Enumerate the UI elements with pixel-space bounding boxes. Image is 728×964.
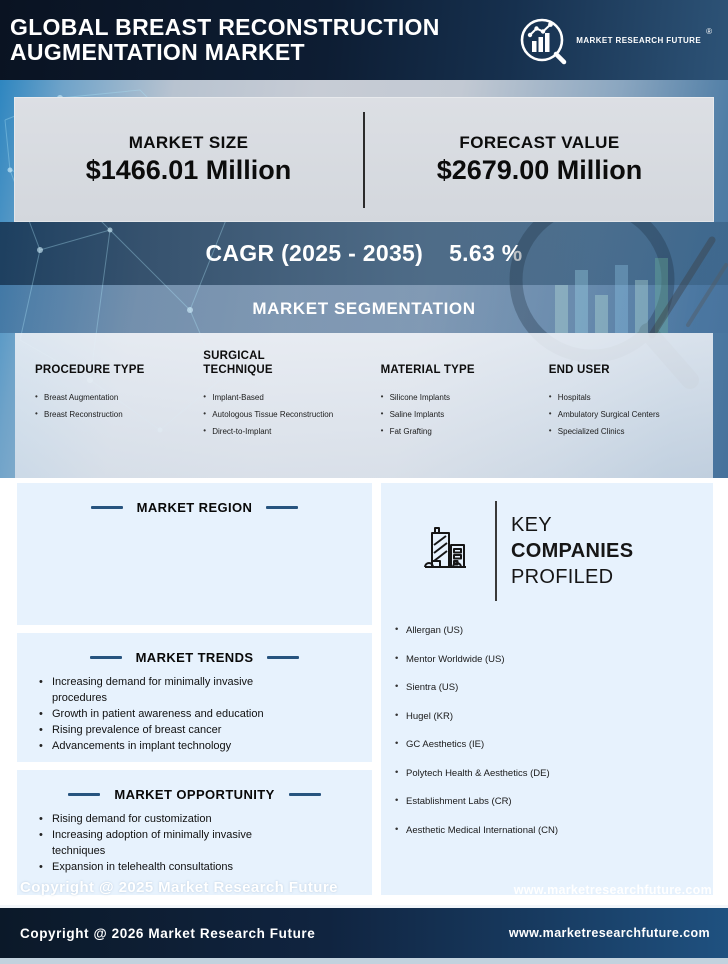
details-section: MARKET REGION MARKET TRENDS Increasing d… [0, 478, 728, 905]
dash-left [68, 793, 101, 796]
segmentation-title: MARKET SEGMENTATION [0, 285, 728, 333]
cagr-band: CAGR (2025 - 2035) 5.63 % [0, 222, 728, 285]
companies-title-divider [495, 501, 497, 601]
segmentation-column-procedure-type: PROCEDURE TYPE Breast AugmentationBreast… [25, 347, 193, 478]
bottom-strip [0, 958, 728, 964]
list-item: Silicone Implants [381, 392, 533, 402]
cagr-value: 5.63 % [449, 240, 523, 266]
key-companies-list: Allergan (US) Mentor Worldwide (US) Sientr… [395, 624, 713, 836]
footer: Copyright @ 2026 Market Research Future … [0, 905, 728, 958]
list-item: Saline Implants [381, 409, 533, 419]
overlay-copyright: Copyright @ 2025 Market Research Future [20, 879, 338, 896]
page-title: GLOBAL BREAST RECONSTRUCTION AUGMENTATIO… [10, 15, 440, 65]
market-opportunity-list: Rising demand for customizationIncreasin… [39, 812, 372, 875]
market-size-stat: MARKET SIZE $1466.01 Million [14, 133, 363, 186]
key-companies-header: KEY COMPANIES PROFILED [417, 501, 713, 601]
mrf-logo-label: MARKET RESEARCH FUTURE [576, 35, 702, 45]
market-region-title: MARKET REGION [136, 500, 253, 515]
segmentation-list: Implant-Based Autologous Tissue Reconstru… [203, 392, 364, 444]
segmentation-list: Silicone Implants Saline Implants Fat Graf… [381, 392, 533, 444]
list-item: Increasing demand for minimally invasive… [39, 675, 307, 706]
segmentation-column-material-type: MATERIAL TYPE Silicone Implants Saline Im… [371, 347, 539, 478]
mrf-logo-icon [520, 18, 567, 65]
list-item: Fat Grafting [381, 426, 533, 436]
building-icon [424, 527, 466, 568]
segmentation-panel: PROCEDURE TYPE Breast AugmentationBreast… [15, 333, 713, 478]
list-item: Polytech Health & Aesthetics (DE) [395, 767, 713, 779]
key-companies-title: KEY COMPANIES PROFILED [511, 512, 633, 590]
registered-trademark-icon: ® [706, 26, 712, 36]
footer-copyright: Copyright @ 2026 Market Research Future [20, 925, 316, 941]
market-trends-panel: MARKET TRENDS Increasing demand for mini… [17, 633, 372, 762]
list-item: Aesthetic Medical International (CN) [395, 824, 713, 836]
market-trends-title: MARKET TRENDS [135, 650, 254, 665]
stats-divider [363, 111, 365, 208]
list-item: Expansion in telehealth consultations [39, 860, 307, 876]
segmentation-column-surgical-technique: SURGICAL TECHNIQUE Implant-Based Autologo… [193, 347, 370, 478]
segmentation-list: Breast Augmentation Breast Reconstruction [35, 392, 187, 427]
header: GLOBAL BREAST RECONSTRUCTION AUGMENTATIO… [0, 0, 728, 82]
list-item: Specialized Clinics [549, 426, 701, 436]
segmentation-heading: MATERIAL TYPE [380, 364, 475, 376]
dash-left [89, 656, 122, 659]
list-item: Breast Augmentation [35, 392, 187, 402]
footer-website-link[interactable]: www.marketresearchfuture.com [508, 926, 710, 940]
segmentation-list: Hospitals Ambulatory Surgical Centers Spec… [549, 392, 701, 444]
key-companies-title-line3: PROFILED [511, 566, 614, 588]
hero-section: CAGR (2025 - 2035) 5.63 % MARKET SEGMENT… [0, 80, 728, 478]
key-companies-panel: KEY COMPANIES PROFILED Allergan (US) Ment… [381, 483, 713, 895]
list-item: Mentor Worldwide (US) [395, 653, 713, 665]
market-size-label: MARKET SIZE [128, 133, 249, 152]
forecast-value-stat: FORECAST VALUE $2679.00 Million [365, 133, 714, 186]
market-opportunity-title-row: MARKET OPPORTUNITY [17, 770, 372, 802]
segmentation-heading: PROCEDURE TYPE [35, 364, 145, 376]
stats-panel: MARKET SIZE $1466.01 Million FORECAST VA… [14, 97, 714, 222]
key-companies-title-line2: COMPANIES [511, 540, 634, 562]
list-item: Allergan (US) [395, 624, 713, 636]
list-item: Hugel (KR) [395, 710, 713, 722]
list-item: Rising prevalence of breast cancer [39, 723, 307, 739]
list-item: Breast Reconstruction [35, 409, 187, 419]
list-item: GC Aesthetics (IE) [395, 738, 713, 750]
market-trends-title-row: MARKET TRENDS [17, 633, 372, 665]
dash-left [90, 506, 123, 509]
forecast-value-label: FORECAST VALUE [459, 133, 620, 152]
market-region-panel: MARKET REGION [17, 483, 372, 625]
page-title-line1: GLOBAL BREAST RECONSTRUCTION [10, 14, 440, 40]
segmentation-heading: END USER [548, 364, 610, 376]
list-item: Advancements in implant technology [39, 739, 307, 755]
list-item: Increasing adoption of minimally invasiv… [39, 828, 307, 859]
mrf-logo[interactable]: MARKET RESEARCH FUTURE ® [517, 14, 714, 66]
list-item: Direct-to-Implant [203, 426, 364, 436]
list-item: Hospitals [549, 392, 701, 402]
cagr-label: CAGR (2025 - 2035) [205, 240, 424, 266]
dash-right [288, 793, 321, 796]
list-item: Sientra (US) [395, 681, 713, 693]
dash-right [267, 656, 300, 659]
key-companies-title-line1: KEY [511, 514, 552, 536]
market-opportunity-title: MARKET OPPORTUNITY [114, 787, 275, 802]
market-trends-list: Increasing demand for minimally invasive… [39, 675, 372, 754]
market-region-title-row: MARKET REGION [17, 483, 372, 515]
overlay-website-link[interactable]: www.marketresearchfuture.com [513, 883, 712, 897]
dash-right [266, 506, 299, 509]
forecast-value-value: $2679.00 Million [436, 155, 643, 185]
list-item: Growth in patient awareness and educatio… [39, 707, 307, 723]
market-opportunity-panel: MARKET OPPORTUNITY Rising demand for cus… [17, 770, 372, 895]
list-item: Establishment Labs (CR) [395, 795, 713, 807]
segmentation-column-end-user: END USER Hospitals Ambulatory Surgical Ce… [539, 347, 707, 478]
segmentation-heading: SURGICAL TECHNIQUE [203, 350, 273, 376]
page-title-line2: AUGMENTATION MARKET [10, 39, 305, 65]
list-item: Rising demand for customization [39, 812, 307, 828]
list-item: Implant-Based [203, 392, 364, 402]
list-item: Ambulatory Surgical Centers [549, 409, 701, 419]
market-size-value: $1466.01 Million [85, 155, 292, 185]
list-item: Autologous Tissue Reconstruction [203, 409, 364, 419]
